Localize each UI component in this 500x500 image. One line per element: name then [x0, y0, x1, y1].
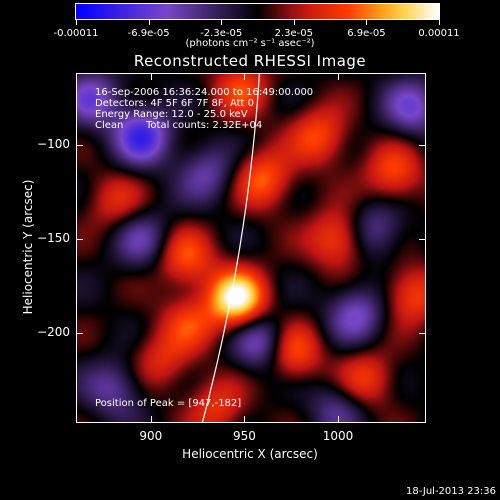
y-tick-mark	[419, 332, 426, 334]
info-time: 16-Sep-2006 16:36:24.000 to 16:49:00.000	[95, 87, 314, 98]
x-tick-label: 1000	[322, 429, 354, 443]
colorbar-tick-label: 2.3e-05	[274, 28, 313, 39]
x-tick-mark	[150, 416, 152, 423]
y-tick-label: −200	[37, 324, 70, 339]
y-axis-label: Heliocentric Y (arcsec)	[21, 179, 35, 315]
chart-title: Reconstructed RHESSI Image	[133, 52, 367, 70]
y-tick-mark	[76, 238, 83, 240]
heatmap-image	[77, 74, 425, 422]
colorbar-tick-label: -2.3e-05	[200, 28, 243, 39]
info-counts: Total counts: 2.32E+04	[146, 120, 263, 131]
colorbar-units: (photons cm⁻² s⁻¹ asec⁻²)	[185, 38, 315, 49]
info-energy: Energy Range: 12.0 - 25.0 keV	[95, 109, 248, 120]
colorbar-tick-mark	[148, 20, 150, 25]
colorbar-tick-label: -0.00011	[53, 28, 99, 39]
y-tick-label: −100	[37, 136, 70, 151]
colorbar-tick-label: -6.9e-05	[127, 28, 170, 39]
y-tick-mark	[419, 144, 426, 146]
x-tick-mark	[338, 73, 340, 80]
y-tick-mark	[419, 238, 426, 240]
colorbar-tick-mark	[293, 20, 295, 25]
colorbar-tick-mark	[366, 20, 368, 25]
x-tick-mark	[244, 73, 246, 80]
colorbar-tick-label: 0.00011	[418, 28, 460, 39]
info-clean: Clean	[95, 120, 124, 131]
timestamp: 18-Jul-2013 23:36	[405, 486, 496, 497]
plot-frame	[76, 73, 426, 423]
colorbar-tick-mark	[439, 20, 440, 25]
y-tick-mark	[76, 144, 83, 146]
y-tick-mark	[76, 332, 83, 334]
colorbar-tick-mark	[221, 20, 223, 25]
x-tick-label: 900	[139, 429, 163, 443]
y-tick-label: −150	[37, 230, 70, 245]
peak-position: Position of Peak = [947,-182]	[95, 398, 242, 409]
colorbar-tick-mark	[76, 20, 77, 25]
colorbar-tick-label: 6.9e-05	[347, 28, 386, 39]
x-tick-label: 950	[232, 429, 256, 443]
x-axis-label: Heliocentric X (arcsec)	[182, 447, 318, 461]
x-tick-mark	[244, 416, 246, 423]
info-detectors: Detectors: 4F 5F 6F 7F 8F, Att 0	[95, 98, 255, 109]
x-tick-mark	[150, 73, 152, 80]
colorbar	[75, 3, 440, 20]
solar-limb-line	[201, 74, 260, 422]
x-tick-mark	[338, 416, 340, 423]
